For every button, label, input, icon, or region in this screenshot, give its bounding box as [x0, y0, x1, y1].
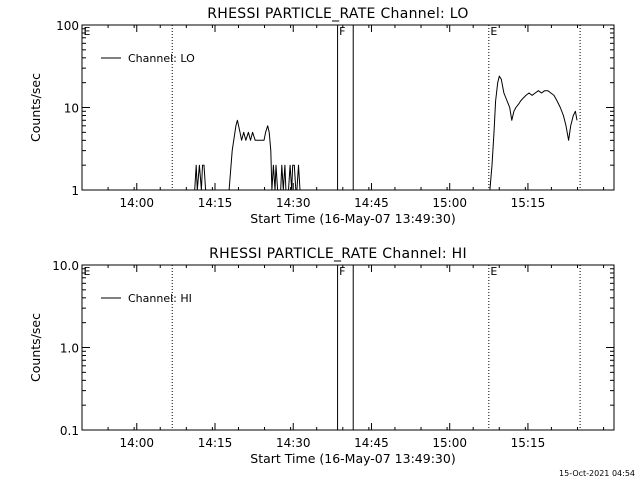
plot-frame	[81, 24, 615, 191]
plot-frame	[81, 264, 615, 431]
x-tick-label: 15:15	[511, 436, 546, 450]
timestamp: 15-Oct-2021 04:54	[559, 469, 635, 478]
y-tick-label: 1.0	[60, 342, 79, 356]
marker-label: F	[339, 265, 345, 278]
chart-title: RHESSI PARTICLE_RATE Channel: HI	[209, 246, 467, 262]
y-tick-label: 10	[64, 102, 79, 116]
marker-label: F	[339, 25, 345, 38]
x-axis-label: Start Time (16-May-07 13:49:30)	[250, 211, 455, 226]
x-tick-label: 15:15	[511, 196, 546, 210]
marker-label: E	[490, 265, 497, 278]
marker-label: E	[84, 25, 91, 38]
x-tick-label: 14:45	[354, 196, 389, 210]
x-tick-label: 15:00	[432, 196, 467, 210]
x-tick-label: 14:30	[276, 436, 311, 450]
legend-label: Channel: LO	[128, 52, 195, 65]
x-tick-label: 15:00	[432, 436, 467, 450]
marker-label: E	[490, 25, 497, 38]
series-line	[194, 75, 578, 191]
x-tick-label: 14:00	[119, 196, 154, 210]
legend-label: Channel: HI	[128, 292, 192, 305]
chart-title: RHESSI PARTICLE_RATE Channel: LO	[207, 6, 468, 22]
chart-panel-1: RHESSI PARTICLE_RATE Channel: LO 14:00 14:…	[28, 6, 615, 226]
x-tick-label: 14:00	[119, 436, 154, 450]
chart-panel-2: RHESSI PARTICLE_RATE Channel: HI 14:00 14:…	[28, 246, 615, 466]
y-tick-label: 100	[56, 19, 79, 33]
x-tick-label: 14:45	[354, 436, 389, 450]
y-axis-label: Counts/sec	[28, 73, 43, 142]
x-axis-label: Start Time (16-May-07 13:49:30)	[250, 451, 455, 466]
y-tick-label: 0.1	[60, 424, 79, 438]
y-tick-label: 10.0	[52, 259, 79, 273]
x-tick-label: 14:15	[198, 196, 233, 210]
x-tick-label: 14:30	[276, 196, 311, 210]
y-axis-label: Counts/sec	[28, 313, 43, 382]
y-tick-label: 1	[71, 184, 79, 198]
x-tick-label: 14:15	[198, 436, 233, 450]
marker-label: E	[84, 265, 91, 278]
